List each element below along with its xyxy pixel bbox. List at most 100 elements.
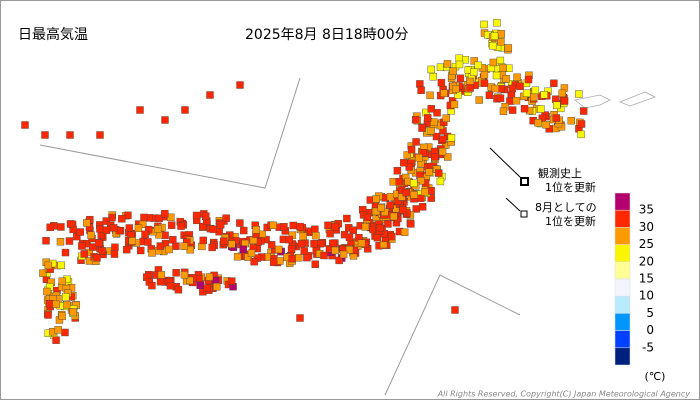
station	[93, 254, 101, 262]
station	[431, 153, 439, 161]
coastline	[574, 91, 657, 109]
station	[66, 131, 74, 139]
station	[61, 293, 70, 301]
station	[153, 225, 162, 233]
station	[512, 96, 521, 105]
station	[118, 215, 126, 223]
station	[267, 241, 276, 249]
station	[577, 120, 586, 128]
station	[418, 203, 427, 211]
station	[412, 116, 420, 124]
station	[287, 245, 296, 254]
station	[157, 271, 166, 279]
station	[455, 60, 464, 69]
station	[497, 30, 505, 38]
station	[363, 213, 372, 222]
station	[345, 246, 354, 254]
station	[456, 74, 465, 82]
station	[520, 104, 529, 113]
legend-text: 観測史上	[538, 166, 582, 180]
scale-label: 15	[639, 272, 654, 286]
station	[407, 220, 415, 228]
station	[508, 84, 516, 93]
station	[372, 195, 380, 203]
station	[480, 79, 489, 87]
station	[213, 282, 221, 291]
station	[540, 91, 548, 99]
station	[111, 243, 119, 252]
station	[228, 277, 236, 285]
station	[69, 308, 77, 316]
station	[300, 247, 308, 255]
station	[443, 60, 452, 68]
station	[44, 261, 53, 270]
station	[427, 187, 435, 195]
station	[489, 42, 497, 50]
station	[491, 84, 499, 93]
station	[373, 234, 382, 242]
station	[357, 239, 366, 248]
station	[320, 251, 328, 260]
station	[470, 68, 478, 76]
station	[560, 97, 569, 105]
station	[66, 220, 75, 228]
station	[180, 242, 188, 250]
station	[530, 93, 538, 102]
station	[331, 246, 339, 255]
station	[326, 229, 334, 238]
station	[407, 145, 416, 154]
station	[141, 230, 149, 239]
scale-label: 5	[646, 306, 654, 320]
station	[44, 311, 52, 319]
station	[98, 247, 106, 255]
station	[377, 204, 385, 212]
station	[205, 273, 214, 281]
station	[429, 73, 437, 81]
station	[202, 212, 210, 220]
station	[427, 127, 435, 135]
station	[63, 301, 71, 309]
station	[542, 121, 551, 129]
station	[41, 131, 49, 139]
station	[508, 106, 517, 114]
station	[421, 188, 429, 196]
station	[102, 226, 111, 234]
station	[579, 107, 588, 115]
station	[492, 71, 501, 80]
station	[405, 163, 413, 171]
station	[303, 253, 311, 262]
station	[490, 32, 499, 40]
station	[516, 82, 524, 91]
station	[236, 219, 244, 227]
scale-label: 25	[639, 237, 654, 251]
station	[239, 245, 247, 254]
station	[442, 114, 450, 122]
scale-box	[614, 227, 631, 245]
station	[310, 240, 318, 248]
station	[280, 223, 288, 231]
station	[61, 248, 70, 257]
station	[312, 231, 320, 240]
station	[577, 130, 585, 139]
station	[250, 257, 258, 266]
station	[393, 167, 402, 175]
station	[489, 58, 498, 67]
station	[196, 281, 204, 289]
scale-label: 20	[639, 254, 654, 268]
station	[552, 114, 561, 122]
station	[148, 249, 156, 257]
station	[78, 242, 86, 250]
station	[475, 96, 483, 104]
station	[412, 138, 420, 146]
inset-borders	[39, 77, 521, 396]
station	[552, 95, 560, 103]
station	[296, 314, 304, 322]
scale-label: 10	[639, 289, 654, 303]
legend-pointer	[489, 147, 522, 179]
scale-box	[614, 313, 631, 331]
station	[110, 250, 119, 258]
station	[496, 56, 505, 65]
station	[148, 281, 156, 290]
station	[425, 168, 433, 176]
legend-text: 1位を更新	[545, 214, 596, 228]
